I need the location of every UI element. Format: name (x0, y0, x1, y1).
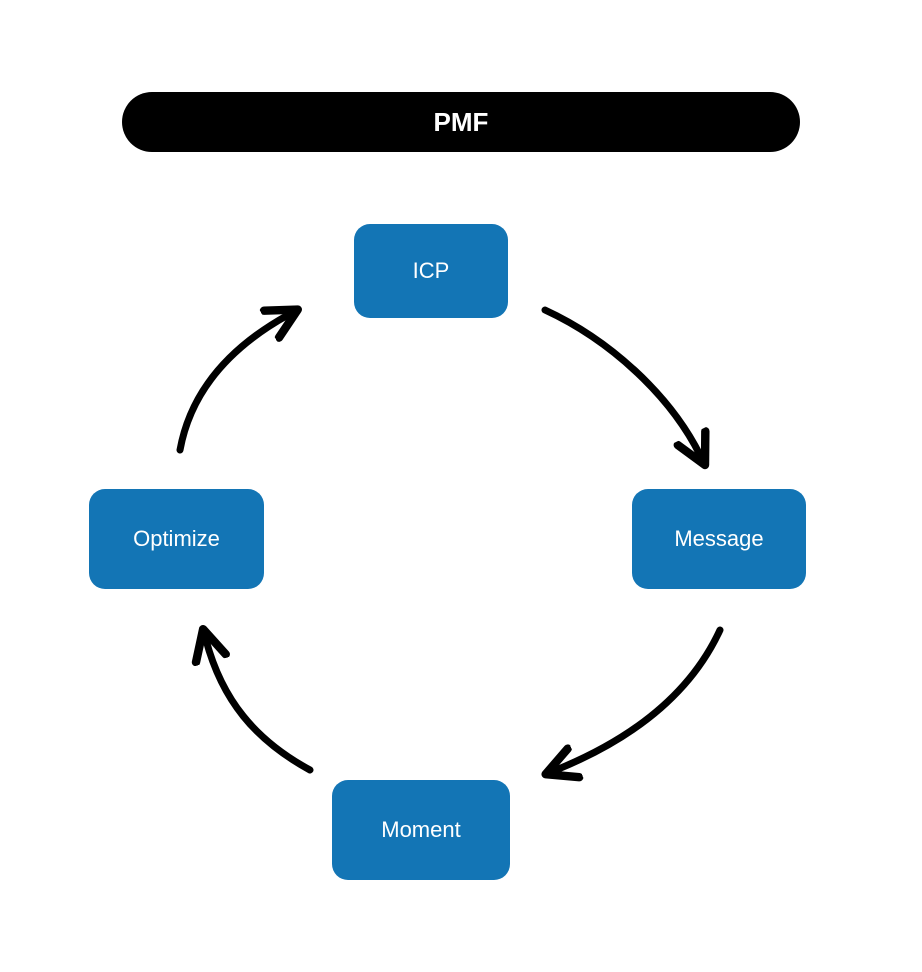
node-label-moment: Moment (381, 817, 460, 843)
node-label-optimize: Optimize (133, 526, 220, 552)
arrow-moment-to-optimize (206, 640, 310, 770)
arrow-message-to-moment (556, 630, 720, 770)
node-message: Message (632, 489, 806, 589)
node-label-icp: ICP (413, 258, 450, 284)
node-moment: Moment (332, 780, 510, 880)
node-optimize: Optimize (89, 489, 264, 589)
arrow-optimize-to-icp (180, 315, 288, 450)
arrow-icp-to-message (545, 310, 700, 455)
node-label-message: Message (674, 526, 763, 552)
node-icp: ICP (354, 224, 508, 318)
